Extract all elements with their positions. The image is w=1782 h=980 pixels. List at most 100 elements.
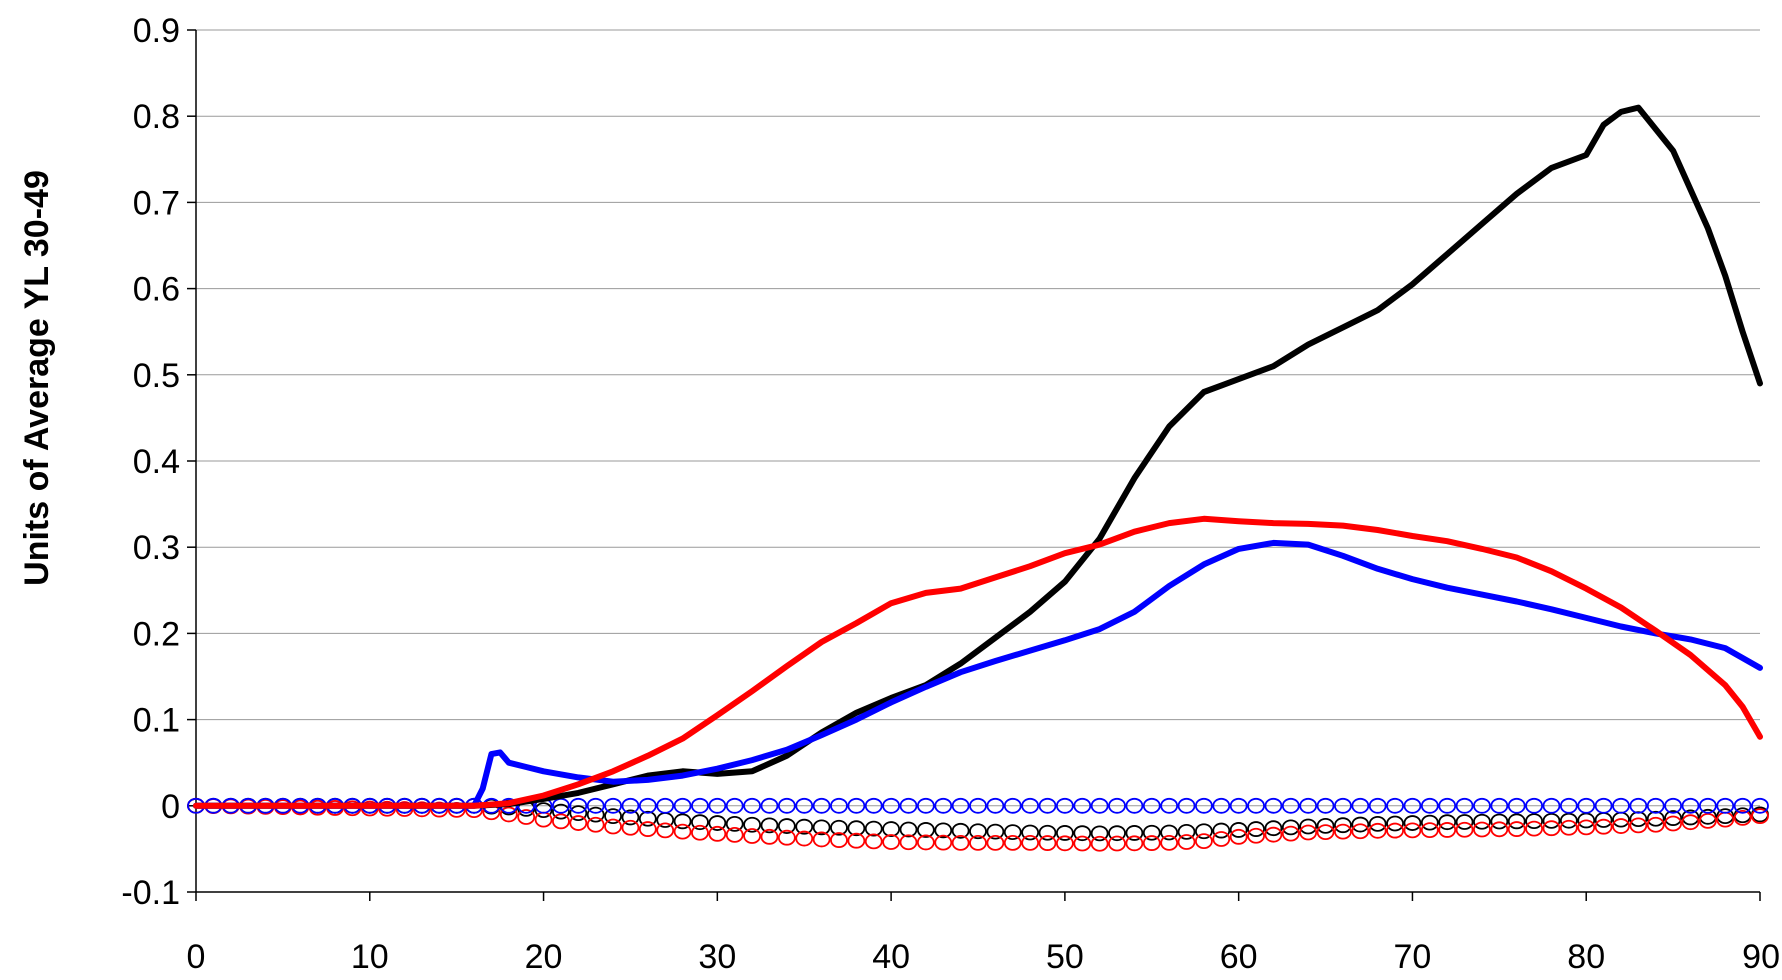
series-marker <box>951 834 970 851</box>
series-marker <box>1698 812 1717 829</box>
series-marker <box>1281 797 1300 814</box>
series-marker <box>1386 797 1404 814</box>
series-marker <box>1281 819 1300 836</box>
series-marker <box>1403 797 1422 814</box>
x-tick-label: 90 <box>1742 938 1780 976</box>
series-marker <box>1177 834 1196 850</box>
series-marker <box>1368 797 1387 814</box>
series-marker <box>534 811 553 828</box>
series-marker <box>1247 821 1265 837</box>
series-marker <box>1368 816 1387 832</box>
series-marker <box>569 805 588 822</box>
series-marker <box>691 814 709 831</box>
series-group <box>187 104 1769 852</box>
series-marker <box>1351 816 1370 833</box>
series-marker <box>1160 797 1179 814</box>
series-marker <box>812 797 831 814</box>
x-tick-label: 10 <box>351 938 389 976</box>
series-marker <box>1594 797 1613 814</box>
series-marker <box>1542 812 1561 829</box>
y-tick-label: 0.2 <box>133 615 180 653</box>
series-marker <box>1229 822 1248 838</box>
series-marker <box>777 829 796 846</box>
series-marker <box>1351 823 1370 840</box>
series-marker <box>969 823 987 840</box>
series-marker <box>1073 797 1092 814</box>
series-marker <box>1212 797 1231 814</box>
series-marker <box>1003 797 1022 814</box>
series-marker <box>1664 810 1683 826</box>
x-tick-label: 20 <box>525 938 563 976</box>
series-marker <box>795 818 814 835</box>
series-marker <box>673 813 692 830</box>
series-line <box>193 104 1763 809</box>
series-marker <box>1525 797 1543 814</box>
series-marker <box>1473 797 1491 814</box>
series-marker <box>1316 797 1335 814</box>
series-marker <box>1090 825 1109 842</box>
series-marker <box>951 822 970 839</box>
series-marker <box>1525 813 1543 830</box>
series-marker <box>1125 797 1144 814</box>
series-marker <box>1212 831 1231 847</box>
x-tick-label: 40 <box>872 938 910 976</box>
series-marker <box>1716 811 1735 828</box>
series-marker <box>1125 835 1144 852</box>
axes <box>187 29 1761 901</box>
series-marker <box>638 810 657 827</box>
series-marker <box>621 819 640 836</box>
series-marker <box>1281 825 1300 842</box>
series-marker <box>882 834 901 850</box>
series-marker <box>1473 821 1491 838</box>
series-marker <box>552 803 570 820</box>
y-tick-label: 0.4 <box>133 443 180 481</box>
series-marker <box>1334 797 1352 814</box>
series-marker <box>1264 820 1283 837</box>
series-marker <box>847 832 866 849</box>
series-marker <box>1160 834 1179 851</box>
series-marker <box>1264 826 1283 843</box>
series-marker <box>1507 813 1526 830</box>
series-marker <box>1420 797 1439 814</box>
series-marker <box>1247 797 1265 814</box>
series-marker <box>1612 797 1630 814</box>
x-tick-label: 50 <box>1046 938 1084 976</box>
series-marker <box>743 797 761 814</box>
series-marker <box>760 828 779 845</box>
series-marker <box>986 823 1005 840</box>
series-marker <box>499 806 518 823</box>
series-marker <box>673 797 692 814</box>
series-marker <box>1090 797 1109 814</box>
series-marker <box>1038 797 1057 814</box>
series-marker <box>1247 827 1265 844</box>
series-marker <box>882 821 901 837</box>
y-tick-label: 0 <box>161 788 180 826</box>
series-marker <box>1507 821 1526 837</box>
series-marker <box>1108 797 1126 814</box>
series-marker <box>1542 820 1561 837</box>
series-marker <box>586 806 605 823</box>
series-marker <box>847 820 866 837</box>
series-marker <box>1594 818 1613 835</box>
series-marker <box>1021 797 1040 814</box>
series-marker <box>830 832 848 848</box>
series-marker <box>1751 797 1769 814</box>
series-marker <box>691 824 709 841</box>
series-marker <box>1420 814 1439 831</box>
series-marker <box>1559 819 1578 836</box>
series-marker <box>1021 834 1040 851</box>
series-marker <box>1646 816 1665 833</box>
series-marker <box>934 834 953 851</box>
series-marker <box>1003 824 1022 840</box>
series-marker <box>1629 817 1648 834</box>
series-marker <box>1299 818 1318 835</box>
series-marker <box>1403 822 1422 839</box>
series-marker <box>934 822 953 839</box>
series-marker <box>934 797 953 814</box>
series-marker <box>604 797 622 814</box>
series-marker <box>1490 821 1509 838</box>
series-marker <box>1559 797 1578 814</box>
series-marker <box>830 797 848 814</box>
series-marker <box>1334 817 1352 834</box>
series-marker <box>864 797 883 814</box>
